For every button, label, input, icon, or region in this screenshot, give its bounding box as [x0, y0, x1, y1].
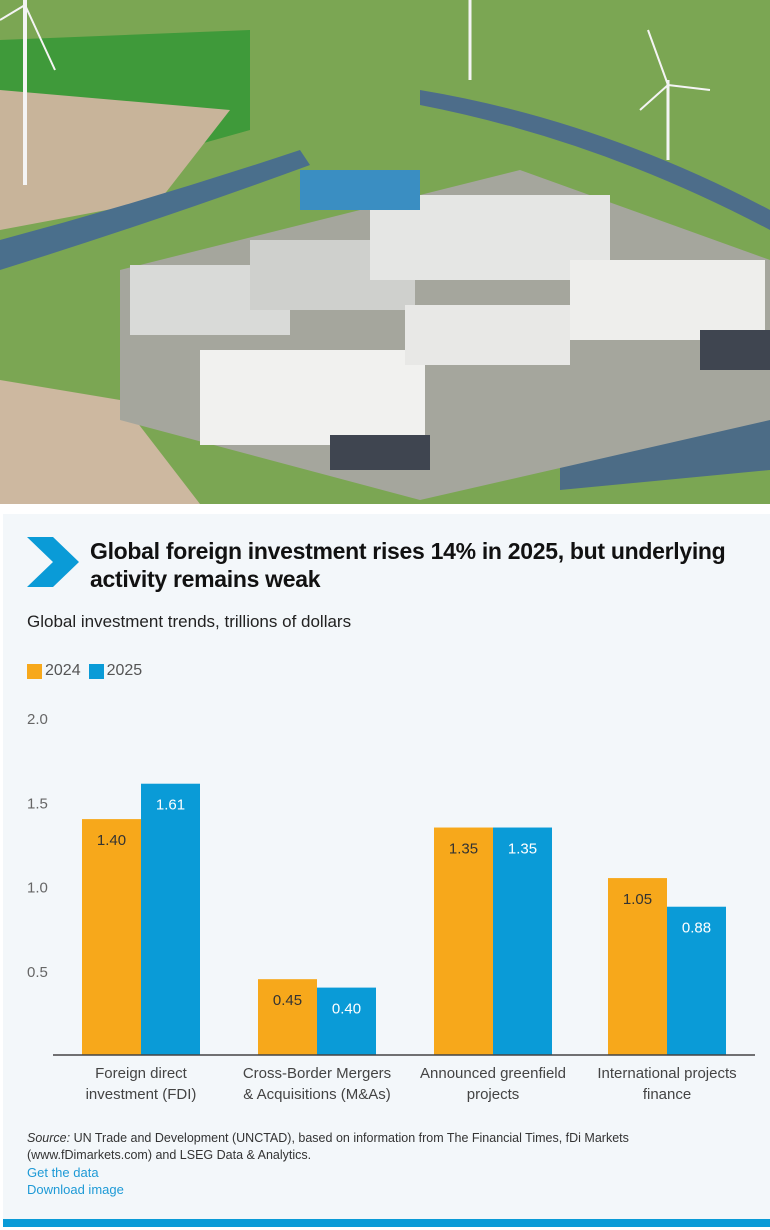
- y-tick-label: 1.5: [27, 795, 48, 812]
- bar-value-label: 1.61: [156, 797, 185, 814]
- x-category-label: & Acquisitions (M&As): [243, 1086, 391, 1103]
- legend-label-2025: 2025: [106, 662, 143, 679]
- legend-swatch-2024: [27, 663, 42, 679]
- chart-legend: 2024 2025: [27, 662, 150, 680]
- bar-2024: [608, 878, 667, 1055]
- legend-item-2024: 2024: [27, 662, 81, 680]
- bar-2024: [82, 819, 141, 1055]
- x-category-label: projects: [467, 1086, 520, 1103]
- bar-value-label: 1.35: [449, 841, 478, 858]
- header-photo: [0, 0, 770, 504]
- get-data-link[interactable]: Get the data: [27, 1165, 99, 1180]
- bar-value-label: 1.05: [623, 891, 652, 908]
- y-tick-label: 0.5: [27, 964, 48, 981]
- chart-title: Global foreign investment rises 14% in 2…: [90, 538, 726, 592]
- bar-value-label: 0.88: [682, 920, 711, 937]
- download-image-link[interactable]: Download image: [27, 1182, 124, 1197]
- x-category-label: Announced greenfield: [420, 1065, 566, 1082]
- bottom-accent-bar: [3, 1219, 770, 1227]
- x-category-label: International projects: [597, 1065, 736, 1082]
- chevron-right-icon: [27, 537, 79, 587]
- chart-subtitle: Global investment trends, trillions of d…: [27, 612, 352, 631]
- bar-value-label: 0.45: [273, 992, 302, 1009]
- legend-label-2024: 2024: [45, 662, 81, 679]
- bar-2024: [434, 827, 493, 1055]
- bar-2025: [667, 906, 726, 1055]
- legend-swatch-2025: [88, 663, 104, 679]
- bar-value-label: 1.35: [508, 841, 537, 858]
- aerial-photo-illustration: [0, 0, 770, 504]
- bar-value-label: 1.40: [97, 832, 126, 849]
- x-category-label: Foreign direct: [95, 1065, 188, 1082]
- bar-2025: [141, 783, 200, 1055]
- bar-2025: [317, 987, 376, 1055]
- source-text: UN Trade and Development (UNCTAD), based…: [27, 1131, 629, 1162]
- x-category-label: Cross-Border Mergers: [243, 1065, 391, 1082]
- bar-value-label: 0.40: [332, 1001, 361, 1018]
- source-note: Source: UN Trade and Development (UNCTAD…: [27, 1130, 747, 1198]
- legend-item-2025: 2025: [88, 662, 143, 680]
- x-category-label: investment (FDI): [86, 1086, 197, 1103]
- source-label: Source:: [27, 1131, 71, 1145]
- y-tick-label: 2.0: [27, 711, 48, 728]
- bar-2025: [493, 827, 552, 1055]
- y-tick-label: 1.0: [27, 880, 48, 897]
- bar-2024: [258, 979, 317, 1055]
- bar-chart: 0.5 1.0 1.5 2.0 1.40 1.61 Foreign direct invest…: [27, 711, 755, 1103]
- x-category-label: finance: [643, 1086, 691, 1103]
